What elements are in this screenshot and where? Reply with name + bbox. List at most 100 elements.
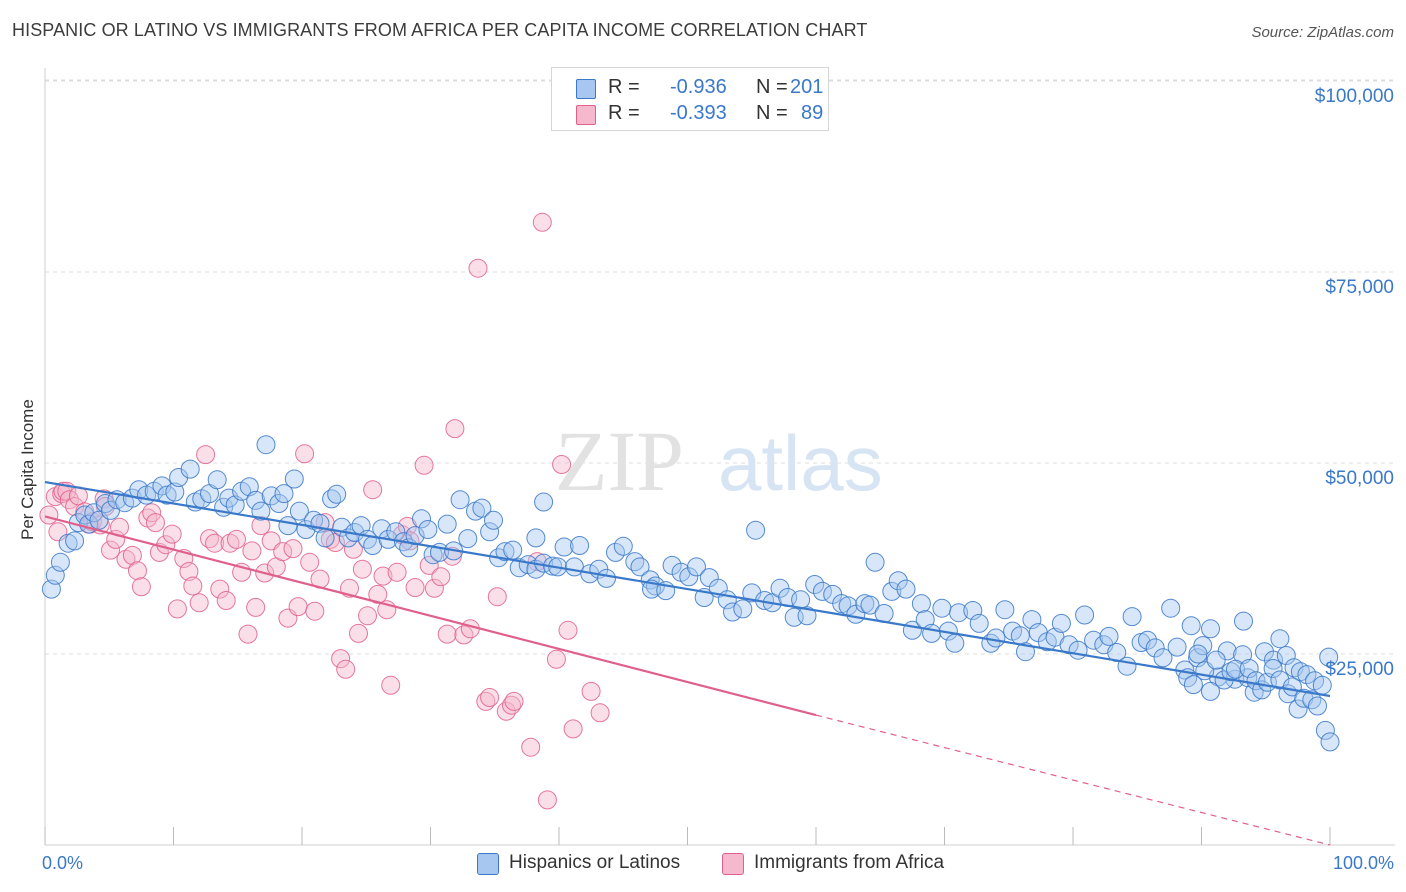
hispanic-point [472, 498, 492, 518]
africa-point [431, 567, 451, 587]
hispanic-point [1099, 626, 1119, 646]
africa-point [419, 555, 439, 575]
hispanic-point [1167, 637, 1187, 657]
hispanic-point [1051, 613, 1071, 633]
africa-point [358, 606, 377, 626]
hispanic-point [687, 557, 706, 577]
africa-point [131, 577, 151, 597]
hispanic-point [1138, 630, 1157, 650]
africa-point [476, 691, 496, 711]
africa-point [238, 624, 258, 644]
hispanic-point [805, 575, 825, 594]
hispanic-point [888, 571, 908, 591]
hispanic-point [278, 516, 298, 536]
africa-point [183, 576, 203, 596]
hispanic-point [860, 595, 880, 615]
africa-point [122, 545, 142, 565]
africa-point [552, 455, 572, 474]
hispanic-point [327, 484, 347, 504]
hispanic-point [450, 490, 470, 510]
hispanic-point [797, 606, 817, 626]
hispanic-point [437, 514, 457, 534]
africa-point [251, 516, 271, 536]
africa-point [343, 539, 363, 559]
africa-point [480, 688, 500, 707]
africa-point [196, 445, 216, 465]
n-value: 201 [790, 76, 824, 98]
africa-point [537, 790, 557, 810]
watermark-atlas: atlas [718, 419, 883, 507]
hispanic-point [534, 492, 554, 512]
africa-point [205, 533, 225, 553]
hispanic-point [1181, 616, 1201, 636]
watermark-zip: ZIP [555, 413, 684, 509]
hispanic-point [412, 509, 431, 529]
hispanic-point [945, 633, 965, 653]
africa-trend-line [44, 515, 817, 717]
pink-swatch [576, 105, 596, 125]
trend-lines [44, 481, 1331, 846]
hispanic-point [1183, 675, 1203, 695]
n-value: 89 [801, 102, 824, 124]
hispanic-point [1084, 630, 1104, 650]
africa-point [128, 561, 147, 581]
y-tick-label: $25,000 [1325, 659, 1394, 680]
hispanic-point [679, 567, 699, 587]
hispanic-point [1319, 647, 1339, 667]
africa-point [363, 480, 383, 500]
africa-point [381, 675, 401, 695]
africa-point [496, 701, 516, 721]
hispanic-point [597, 568, 616, 588]
hispanic-point [625, 552, 645, 572]
hispanic-point [733, 599, 753, 619]
hispanic-point [570, 536, 590, 555]
hispanic-point [865, 552, 885, 572]
hispanic-point [1117, 656, 1137, 676]
hispanic-point [1206, 650, 1226, 670]
y-axis-label: Per Capita Income [18, 399, 37, 540]
africa-point [210, 579, 230, 599]
hispanic-point [1010, 626, 1030, 646]
africa-point [295, 444, 315, 464]
africa-point [167, 599, 187, 619]
africa-point [142, 503, 162, 523]
africa-trend-extension [815, 714, 1331, 846]
hispanic-point [1270, 629, 1290, 649]
immigrants-from-africa-points [39, 212, 610, 810]
hispanic-point [1302, 690, 1322, 710]
hispanic-point [911, 594, 931, 614]
hispanic-point [269, 494, 289, 513]
legend-label: Immigrants from Africa [754, 852, 945, 873]
africa-point [532, 212, 552, 232]
hispanic-point [995, 600, 1015, 620]
hispanic-point [1297, 665, 1317, 685]
hispanic-point [246, 490, 266, 510]
africa-point [563, 719, 583, 739]
hispanic-point [606, 542, 625, 562]
hispanic-point [746, 520, 766, 540]
africa-point [546, 649, 566, 669]
africa-point [179, 562, 199, 581]
hispanic-point [1239, 659, 1259, 678]
africa-point [146, 513, 165, 533]
africa-point [288, 597, 308, 617]
hispanic-point [251, 501, 271, 521]
africa-point [468, 258, 488, 278]
hispanic-point [896, 579, 916, 599]
hispanic-point [1308, 696, 1327, 716]
hispanic-point [932, 598, 952, 618]
hispanic-point [315, 528, 335, 548]
legend-label: Hispanics or Latinos [509, 852, 681, 873]
africa-point [349, 623, 368, 643]
y-tick-label: $50,000 [1325, 468, 1394, 489]
r-label: R = [608, 76, 640, 98]
hispanic-point [207, 470, 227, 490]
hispanics-trend-line [44, 481, 1331, 698]
n-label: N = [756, 102, 788, 124]
africa-point [300, 552, 320, 572]
hispanic-point [1276, 646, 1296, 665]
hispanic-point [1075, 605, 1095, 625]
hispanic-point [256, 435, 276, 455]
blue-swatch [576, 79, 596, 99]
africa-point [162, 524, 182, 544]
